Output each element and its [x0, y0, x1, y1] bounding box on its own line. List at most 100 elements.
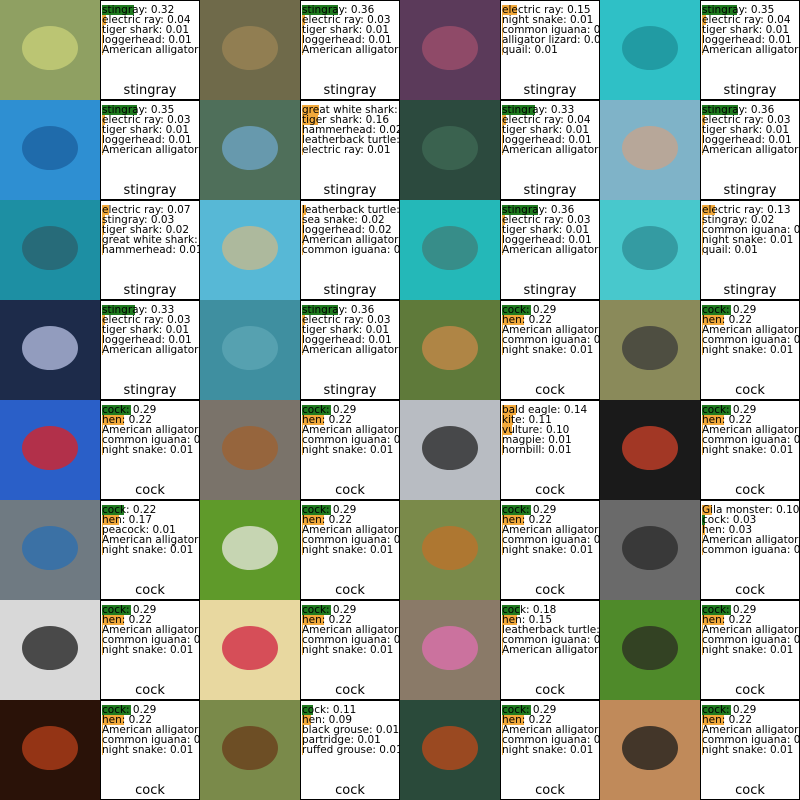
grid-cell: electric ray: 0.07 stingray: 0.03 tiger sh…: [0, 200, 200, 300]
prediction-text: great white shark: 0.01: [102, 234, 199, 246]
prediction-row: American alligator: 0.01: [302, 45, 399, 55]
prediction-text: tiger shark: 0.01: [102, 324, 190, 336]
prediction-text: American alligator: 0.01: [102, 344, 200, 356]
prediction-row: hen: 0.22: [502, 715, 599, 725]
prediction-panel: stingray: 0.33 electric ray: 0.03 tiger sh…: [100, 300, 200, 400]
prediction-row: American alligator: 0.01: [502, 245, 599, 255]
prediction-text: common iguana: 0.01: [102, 734, 200, 746]
prediction-text: night snake: 0.01: [502, 344, 594, 356]
prediction-row: stingray: 0.03: [102, 215, 199, 225]
probability-bar: [302, 5, 338, 15]
probability-bar: [702, 105, 738, 115]
prediction-row: American alligator: 0.01: [102, 535, 199, 545]
probability-bar: [702, 735, 703, 745]
probability-bar: [702, 615, 724, 625]
prediction-text: hen: 0.15: [502, 614, 553, 626]
grid-cell: electric ray: 0.13 stingray: 0.02 common i…: [600, 200, 800, 300]
prediction-text: loggerhead: 0.01: [302, 334, 392, 346]
prediction-row: stingray: 0.35: [102, 105, 199, 115]
prediction-row: cock: 0.29: [302, 405, 399, 415]
grid-cell: stingray: 0.35 electric ray: 0.04 tiger sh…: [600, 0, 800, 100]
probability-bar: [702, 535, 703, 545]
prediction-text: common iguana: 0.01: [302, 634, 400, 646]
probability-bar: [502, 125, 503, 135]
prediction-row: common iguana: 0.01: [702, 735, 799, 745]
prediction-text: American alligator: 0.01: [102, 44, 200, 56]
prediction-text: tiger shark: 0.01: [702, 24, 790, 36]
prediction-row: electric ray: 0.13: [702, 205, 799, 215]
prediction-text: American alligator: 0.01: [102, 144, 200, 156]
prediction-text: tiger shark: 0.01: [102, 24, 190, 36]
prediction-row: hen: 0.22: [702, 615, 799, 625]
prediction-row: electric ray: 0.15: [502, 5, 599, 15]
prediction-row: cock: 0.03: [702, 515, 799, 525]
prediction-row: American alligator: 0.01: [502, 325, 599, 335]
prediction-text: common iguana: 0.01: [502, 24, 600, 36]
probability-bar: [702, 605, 731, 615]
grid-cell: leatherback turtle: 0.04sea snake: 0.02l…: [200, 200, 400, 300]
prediction-text: night snake: 0.01: [102, 544, 194, 556]
probability-bar: [502, 745, 503, 755]
subject-shape: [422, 26, 478, 70]
prediction-text: common iguana: 0.01: [702, 634, 800, 646]
rooster-feathers-photo: [200, 600, 300, 700]
child-with-chicken-photo: [400, 600, 500, 700]
probability-bar: [702, 235, 703, 245]
chickens-in-yard-photo: [600, 300, 700, 400]
probability-bar: [302, 105, 319, 115]
prediction-row: loggerhead: 0.01: [302, 335, 399, 345]
true-label: cock: [535, 483, 565, 498]
prediction-text: Gila monster: 0.10: [702, 504, 800, 516]
probability-bar: [702, 215, 704, 225]
stingray-on-sand-photo: [0, 0, 100, 100]
prediction-text: kite: 0.11: [502, 414, 552, 426]
prediction-text: night snake: 0.01: [702, 744, 794, 756]
prediction-row: American alligator: 0.01: [102, 45, 199, 55]
prediction-row: tiger shark: 0.01: [102, 325, 199, 335]
prediction-row: cock: 0.11: [302, 705, 399, 715]
probability-bar: [702, 525, 705, 535]
probability-bar: [102, 545, 103, 555]
true-label: stingray: [723, 83, 777, 98]
probability-bar: [302, 215, 304, 225]
prediction-text: stingray: 0.33: [102, 304, 175, 316]
prediction-row: hen: 0.22: [502, 315, 599, 325]
prediction-text: American alligator: 0.01: [502, 244, 600, 256]
prediction-panel: stingray: 0.36 electric ray: 0.03 tiger sh…: [300, 300, 400, 400]
black-rooster-snow-photo: [0, 600, 100, 700]
prediction-row: stingray: 0.36: [302, 305, 399, 315]
prediction-text: American alligator: 0.01: [102, 624, 200, 636]
probability-bar: [102, 705, 131, 715]
prediction-panel: stingray: 0.36 electric ray: 0.03 tiger sh…: [700, 100, 800, 200]
true-label: cock: [535, 783, 565, 798]
grid-cell: cock: 0.22 hen: 0.17 peacock: 0.01 American…: [0, 500, 200, 600]
prediction-list: electric ray: 0.07 stingray: 0.03 tiger sh…: [102, 205, 199, 255]
prediction-text: American alligator: 0.01: [702, 624, 800, 636]
subject-shape: [622, 526, 678, 570]
prediction-text: night snake: 0.01: [102, 644, 194, 656]
prediction-text: cock: 0.29: [302, 404, 357, 416]
prediction-row: hen: 0.22: [702, 715, 799, 725]
prediction-row: magpie: 0.01: [502, 435, 599, 445]
prediction-text: American alligator: 0.01: [302, 424, 400, 436]
probability-bar: [502, 235, 503, 245]
true-label: stingray: [123, 183, 177, 198]
prediction-panel: stingray: 0.36 electric ray: 0.03 tiger sh…: [300, 0, 400, 100]
probability-bar: [102, 625, 103, 635]
probability-bar: [502, 425, 512, 435]
prediction-row: electric ray: 0.03: [302, 315, 399, 325]
grid-cell: Gila monster: 0.10 cock: 0.03 hen: 0.03 Ame…: [600, 500, 800, 600]
prediction-row: hen: 0.22: [302, 615, 399, 625]
prediction-text: American alligator: 0.01: [702, 324, 800, 336]
subject-shape: [422, 226, 478, 270]
true-label: stingray: [323, 183, 377, 198]
